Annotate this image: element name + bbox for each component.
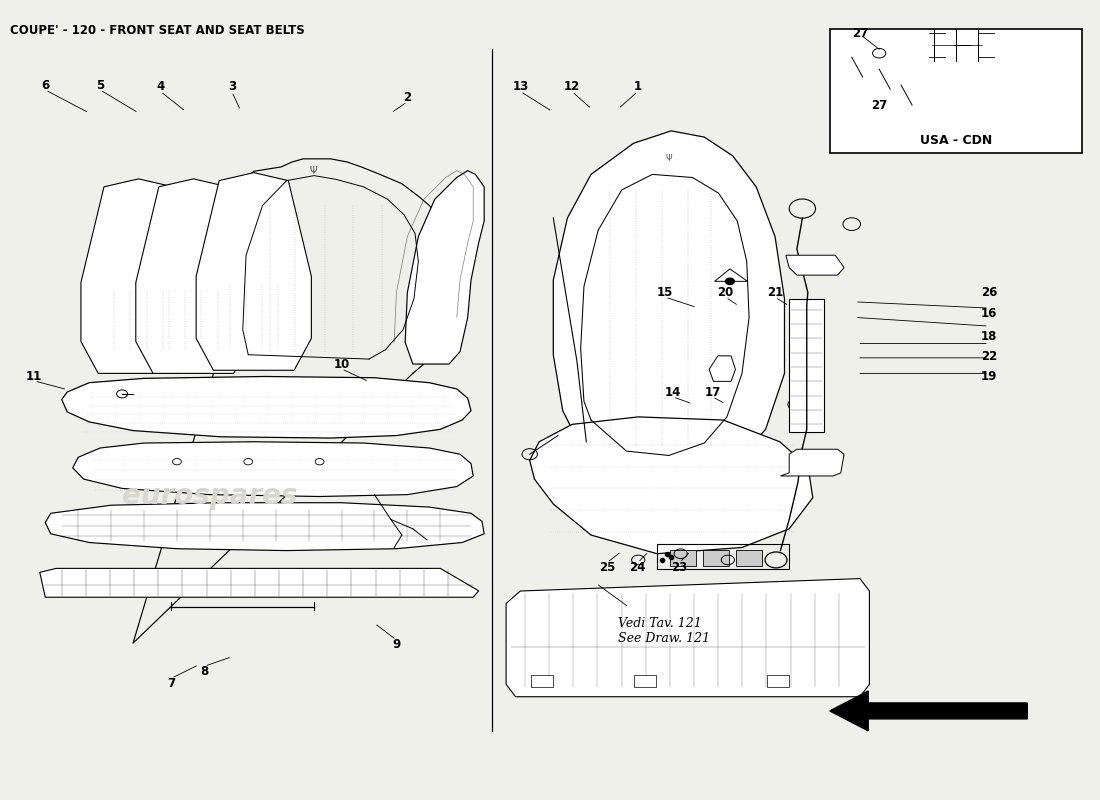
Polygon shape bbox=[135, 179, 251, 374]
Text: 8: 8 bbox=[200, 665, 209, 678]
Polygon shape bbox=[780, 450, 844, 476]
Text: 13: 13 bbox=[513, 80, 528, 93]
Text: 3: 3 bbox=[228, 80, 235, 93]
Text: 11: 11 bbox=[26, 370, 43, 382]
Text: 16: 16 bbox=[981, 307, 997, 321]
Text: eurospares: eurospares bbox=[122, 266, 298, 294]
Text: 21: 21 bbox=[767, 286, 783, 299]
Polygon shape bbox=[710, 356, 736, 382]
Text: 17: 17 bbox=[704, 386, 720, 398]
Text: 10: 10 bbox=[333, 358, 350, 370]
FancyBboxPatch shape bbox=[829, 30, 1082, 153]
Bar bbox=[736, 550, 762, 566]
Text: 27: 27 bbox=[851, 26, 868, 40]
Text: eurospares: eurospares bbox=[594, 482, 769, 510]
Polygon shape bbox=[715, 269, 748, 282]
Text: eurospares: eurospares bbox=[594, 266, 769, 294]
Text: eurospares: eurospares bbox=[122, 482, 298, 510]
Text: Ψ: Ψ bbox=[666, 154, 672, 163]
Text: 23: 23 bbox=[671, 561, 688, 574]
Text: Ψ: Ψ bbox=[309, 166, 317, 176]
Text: 27: 27 bbox=[871, 98, 888, 111]
Polygon shape bbox=[73, 442, 473, 497]
Text: 18: 18 bbox=[981, 330, 997, 342]
Text: 7: 7 bbox=[167, 677, 176, 690]
Bar bbox=[767, 675, 789, 687]
Text: COUPE' - 120 - FRONT SEAT AND SEAT BELTS: COUPE' - 120 - FRONT SEAT AND SEAT BELTS bbox=[10, 24, 305, 37]
Text: 22: 22 bbox=[981, 350, 997, 362]
Circle shape bbox=[726, 278, 735, 285]
Text: 6: 6 bbox=[41, 78, 50, 91]
Polygon shape bbox=[553, 131, 784, 491]
Text: 15: 15 bbox=[657, 286, 673, 299]
Bar bbox=[530, 675, 552, 687]
Text: 4: 4 bbox=[156, 80, 165, 93]
Bar bbox=[789, 298, 824, 433]
Text: 19: 19 bbox=[981, 370, 997, 382]
Text: 2: 2 bbox=[404, 90, 411, 103]
Text: 24: 24 bbox=[629, 561, 646, 574]
Polygon shape bbox=[81, 179, 196, 374]
Polygon shape bbox=[45, 502, 484, 550]
Text: Vedi Tav. 121
See Draw. 121: Vedi Tav. 121 See Draw. 121 bbox=[618, 617, 711, 645]
Polygon shape bbox=[405, 170, 484, 364]
Polygon shape bbox=[40, 568, 478, 598]
Text: 26: 26 bbox=[981, 286, 997, 299]
Polygon shape bbox=[788, 393, 812, 417]
Bar bbox=[703, 550, 729, 566]
Text: 20: 20 bbox=[717, 286, 734, 299]
Polygon shape bbox=[62, 377, 471, 438]
Polygon shape bbox=[829, 691, 1027, 731]
Text: 14: 14 bbox=[664, 386, 681, 398]
Polygon shape bbox=[530, 417, 813, 554]
Text: 1: 1 bbox=[634, 80, 641, 93]
Bar bbox=[635, 675, 657, 687]
Polygon shape bbox=[506, 578, 869, 697]
Text: 12: 12 bbox=[564, 80, 580, 93]
Text: 9: 9 bbox=[393, 638, 400, 651]
Text: 25: 25 bbox=[598, 561, 615, 574]
Polygon shape bbox=[196, 173, 311, 370]
Bar bbox=[670, 550, 696, 566]
Polygon shape bbox=[785, 255, 844, 275]
Text: USA - CDN: USA - CDN bbox=[920, 134, 992, 147]
Text: 5: 5 bbox=[96, 78, 104, 91]
